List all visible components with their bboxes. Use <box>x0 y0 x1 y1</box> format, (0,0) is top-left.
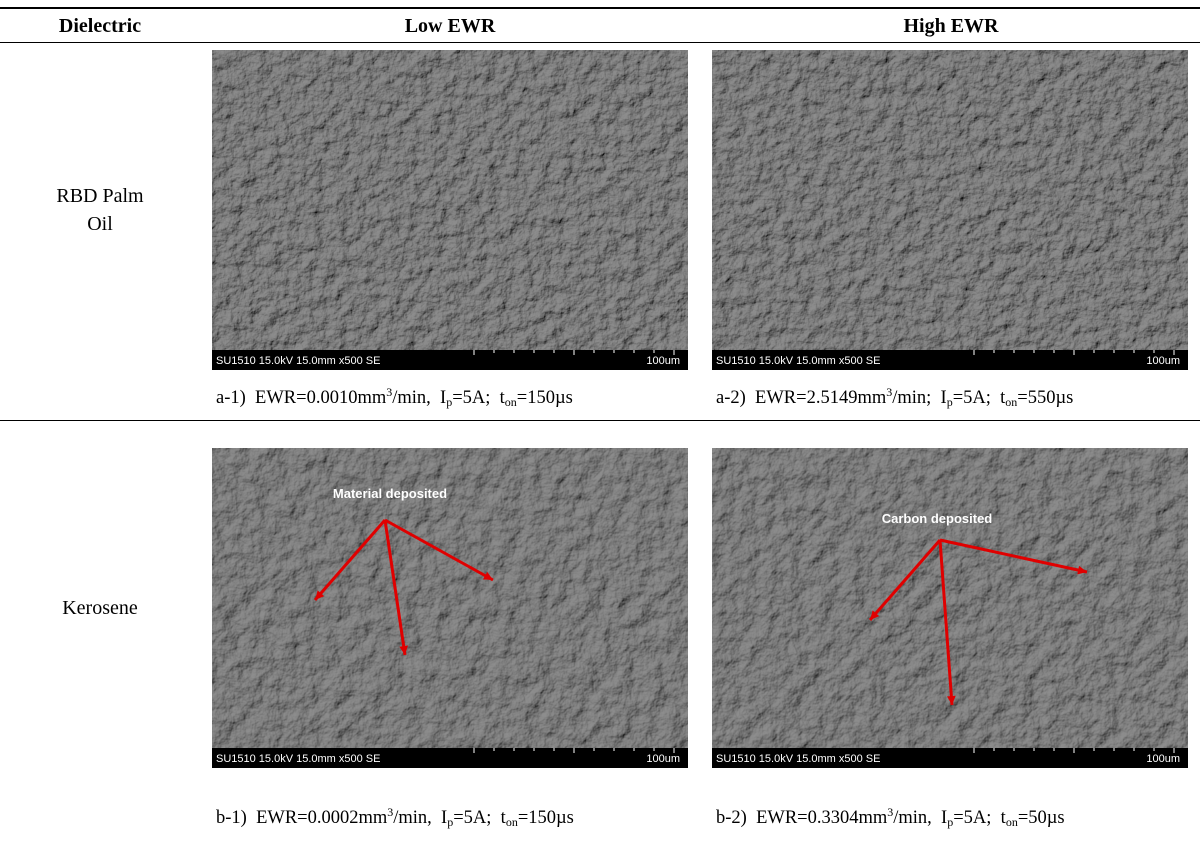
caption-part: =50µs <box>1018 808 1065 828</box>
caption-part: =550µs <box>1017 388 1073 408</box>
sem-image: SU1510 15.0kV 15.0mm x500 SE 100um <box>212 50 688 370</box>
caption-part: on <box>506 815 518 829</box>
annotation: Carbon deposited <box>882 511 993 526</box>
scale-label: 100um <box>1146 753 1180 765</box>
caption-part: =5A; t <box>453 808 506 828</box>
sem-surface <box>212 50 688 370</box>
sem-surface <box>712 448 1188 768</box>
caption-part: on <box>1005 395 1017 409</box>
dielectric-label: RBD Palm Oil <box>45 182 155 238</box>
caption-part: =150µs <box>517 388 573 408</box>
dielectric-cell: RBD Palm Oil <box>0 50 200 370</box>
caption: b-1) EWR=0.0002mm3/min, Ip=5A; ton=150µs <box>216 805 574 830</box>
sem-surface <box>712 50 1188 370</box>
caption: a-2) EWR=2.5149mm3/min; Ip=5A; ton=550µs <box>716 385 1073 410</box>
caption-part: a-2) EWR=2.5149mm <box>716 388 886 408</box>
caption-part: =5A; t <box>953 388 1006 408</box>
header-cell: Dielectric <box>0 10 200 42</box>
caption-part: =5A; t <box>953 808 1006 828</box>
caption-part: b-2) EWR=0.3304mm <box>716 808 887 828</box>
page: Dielectric Low EWR High EWR RBD Palm Oil… <box>0 0 1200 845</box>
caption-part: b-1) EWR=0.0002mm <box>216 808 387 828</box>
caption-part: a-1) EWR=0.0010mm <box>216 388 386 408</box>
caption: b-2) EWR=0.3304mm3/min, Ip=5A; ton=50µs <box>716 805 1065 830</box>
header-cell: High EWR <box>712 10 1190 42</box>
dielectric-label: Kerosene <box>45 594 155 622</box>
info-text: SU1510 15.0kV 15.0mm x500 SE <box>716 355 880 367</box>
dielectric-cell: Kerosene <box>0 448 200 768</box>
sem-image: SU1510 15.0kV 15.0mm x500 SE 100um Materia… <box>212 448 688 768</box>
sem-image: SU1510 15.0kV 15.0mm x500 SE 100um Carbon … <box>712 448 1188 768</box>
caption-part: on <box>1006 815 1018 829</box>
header-rule <box>0 42 1200 43</box>
top-rule <box>0 7 1200 9</box>
info-text: SU1510 15.0kV 15.0mm x500 SE <box>216 753 380 765</box>
caption-part: on <box>505 395 517 409</box>
header-cell: Low EWR <box>212 10 688 42</box>
scale-label: 100um <box>646 753 680 765</box>
row-rule <box>0 420 1200 421</box>
annotation: Material deposited <box>333 486 447 501</box>
caption: a-1) EWR=0.0010mm3/min, Ip=5A; ton=150µs <box>216 385 573 410</box>
sem-surface <box>212 448 688 768</box>
info-text: SU1510 15.0kV 15.0mm x500 SE <box>716 753 880 765</box>
scale-label: 100um <box>1146 355 1180 367</box>
info-text: SU1510 15.0kV 15.0mm x500 SE <box>216 355 380 367</box>
caption-part: /min; I <box>892 388 946 408</box>
caption-part: /min, I <box>393 808 447 828</box>
caption-part: /min, I <box>392 388 446 408</box>
sem-image: SU1510 15.0kV 15.0mm x500 SE 100um <box>712 50 1188 370</box>
caption-part: /min, I <box>893 808 947 828</box>
caption-part: =5A; t <box>452 388 505 408</box>
caption-part: =150µs <box>518 808 574 828</box>
scale-label: 100um <box>646 355 680 367</box>
